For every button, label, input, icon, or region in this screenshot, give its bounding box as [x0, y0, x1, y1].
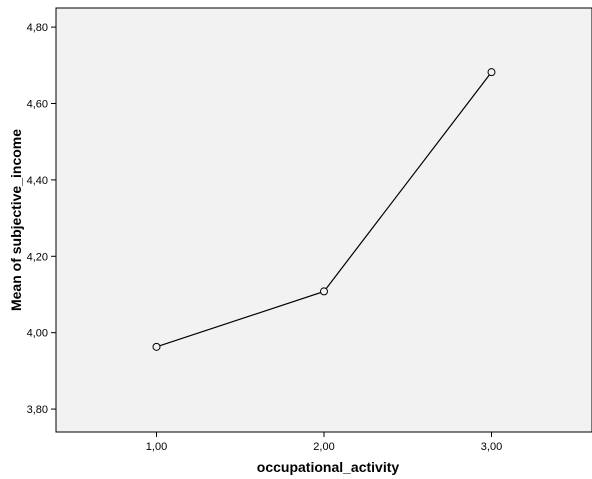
y-axis-title: Mean of subjective_income [8, 129, 24, 311]
x-axis: 1,00 2,00 3,00 [146, 432, 502, 453]
x-tick-label: 3,00 [481, 441, 502, 453]
y-tick-label: 4,00 [27, 328, 48, 340]
x-tick-label: 1,00 [146, 441, 167, 453]
data-point [487, 68, 496, 77]
y-axis: 3,80 4,00 4,20 4,40 4,60 4,80 [27, 22, 56, 416]
y-tick-label: 3,80 [27, 404, 48, 416]
y-tick-label: 4,40 [27, 175, 48, 187]
x-tick-label: 2,00 [313, 441, 334, 453]
data-point [152, 342, 161, 351]
series-layer [152, 68, 496, 351]
plot-area [55, 7, 592, 433]
x-axis-title: occupational_activity [257, 459, 400, 475]
y-tick-label: 4,60 [27, 98, 48, 110]
data-point [320, 287, 328, 296]
y-tick-label: 4,20 [27, 251, 48, 263]
y-tick-label: 4,80 [27, 22, 48, 34]
